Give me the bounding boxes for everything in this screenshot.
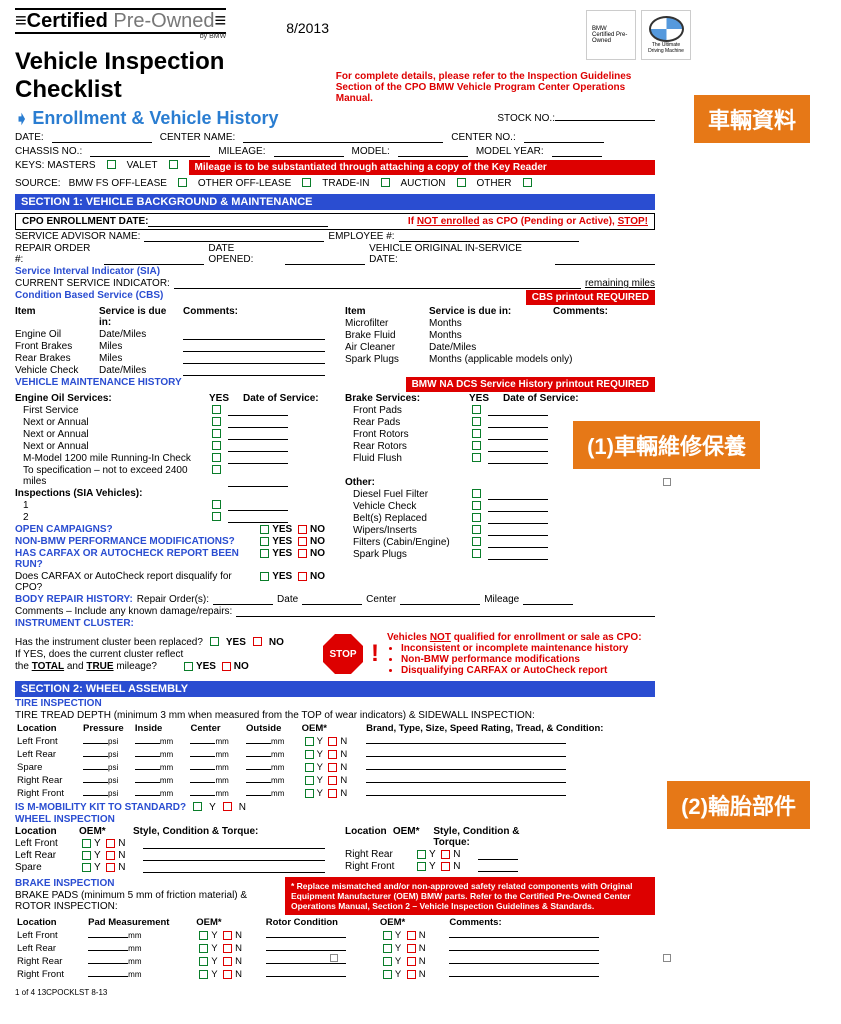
red-header-note: For complete details, please refer to th… xyxy=(336,71,655,104)
red-oem-note: * Replace mismatched and/or non-approved… xyxy=(285,877,655,915)
tag-maintenance: (1)車輛維修保養 xyxy=(572,420,761,470)
mobility-row: IS M-MOBILITY KIT TO STANDARD? Y N xyxy=(15,802,655,813)
document-page: ≡Certified Pre-Owned≡ by BMW 8/2013 BMW … xyxy=(0,0,670,1007)
tire-insp-heading: TIRE INSPECTION xyxy=(15,698,655,709)
tread-note: TIRE TREAD DEPTH (minimum 3 mm when meas… xyxy=(15,710,655,721)
section2-bar: SECTION 2: WHEEL ASSEMBLY xyxy=(15,681,655,697)
row-source: SOURCE: BMW FS OFF-LEASE OTHER OFF-LEASE… xyxy=(15,178,655,189)
bmw-badge: The Ultimate Driving Machine xyxy=(641,10,691,60)
row-chassis: CHASSIS NO.: MILEAGE: MODEL: MODEL YEAR: xyxy=(15,146,655,157)
checkbox[interactable] xyxy=(457,178,466,187)
checkbox[interactable] xyxy=(523,178,532,187)
cbs-row: Condition Based Service (CBS) CBS printo… xyxy=(15,290,655,305)
checkbox[interactable] xyxy=(107,160,116,169)
advisor-row: SERVICE ADVISOR NAME: EMPLOYEE #: xyxy=(15,231,655,242)
stop-icon: STOP xyxy=(323,634,363,674)
footer: 1 of 4 13CPOCKLST 8-13 xyxy=(15,988,655,997)
title-row: Vehicle Inspection Checklist For complet… xyxy=(15,48,655,104)
cpo-badge: BMW Certified Pre-Owned xyxy=(586,10,636,60)
comments-damage-row: Comments – Include any known damage/repa… xyxy=(15,606,655,617)
checkbox[interactable] xyxy=(381,178,390,187)
header: ≡Certified Pre-Owned≡ by BMW 8/2013 BMW … xyxy=(15,10,655,40)
cbs-table: ItemService is due in:Comments: Engine O… xyxy=(15,305,655,376)
service-history-table: Engine Oil Services:YESDate of Service: … xyxy=(15,392,655,593)
by-bmw-text: by BMW xyxy=(15,33,226,40)
version-text: 8/2013 xyxy=(286,20,329,36)
main-title: Vehicle Inspection Checklist xyxy=(15,48,328,104)
wheel-table: LocationOEM*Style, Condition & Torque: L… xyxy=(15,825,655,873)
checkbox[interactable] xyxy=(169,160,178,169)
section1-bar: SECTION 1: VEHICLE BACKGROUND & MAINTENA… xyxy=(15,194,655,210)
wheel-insp-heading: WHEEL INSPECTION xyxy=(15,814,655,825)
bmw-logo-icon xyxy=(649,16,684,42)
tire-table: LocationPressureInsideCenterOutsideOEM*B… xyxy=(15,721,655,801)
instrument-heading: INSTRUMENT CLUSTER: xyxy=(15,618,655,629)
repair-order-row: REPAIR ORDER #: DATE OPENED: VEHICLE ORI… xyxy=(15,243,655,265)
sia-heading: Service Interval Indicator (SIA) xyxy=(15,266,655,277)
tag-vehicle-info: 車輛資料 xyxy=(693,94,811,144)
row-keys: KEYS: MASTERS VALET Mileage is to be sub… xyxy=(15,160,655,175)
cert-logo: ≡Certified Pre-Owned≡ xyxy=(15,10,226,33)
tag-tires: (2)輪胎部件 xyxy=(666,780,811,830)
checkbox[interactable] xyxy=(302,178,311,187)
crop-mark-icon xyxy=(663,954,671,962)
enrollment-heading-row: ➧ Enrollment & Vehicle History STOCK NO.… xyxy=(15,108,655,129)
crop-mark-icon xyxy=(330,954,338,962)
enrollment-heading: Enrollment & Vehicle History xyxy=(32,108,278,129)
arrow-icon: ➧ xyxy=(15,109,28,129)
cpo-enroll-box: CPO ENROLLMENT DATE: If NOT enrolled as … xyxy=(15,213,655,230)
body-repair-row: BODY REPAIR HISTORY: Repair Order(s): Da… xyxy=(15,594,655,605)
brake-section: BRAKE INSPECTION BRAKE PADS (minimum 5 m… xyxy=(15,877,655,915)
stop-row: Has the instrument cluster been replaced… xyxy=(15,632,655,676)
crop-mark-icon xyxy=(663,478,671,486)
row-date-center: DATE: CENTER NAME: CENTER NO.: xyxy=(15,132,655,143)
stock-no-field: STOCK NO.: xyxy=(497,113,655,124)
current-si-row: CURRENT SERVICE INDICATOR: remaining mil… xyxy=(15,278,655,289)
maint-history-row: VEHICLE MAINTENANCE HISTORY BMW NA DCS S… xyxy=(15,377,655,392)
brand-badges: BMW Certified Pre-Owned The Ultimate Dri… xyxy=(586,10,691,60)
checkbox[interactable] xyxy=(178,178,187,187)
mileage-red-bar: Mileage is to be substantiated through a… xyxy=(189,160,655,175)
brake-table: LocationPad MeasurementOEM*Rotor Conditi… xyxy=(15,915,655,982)
